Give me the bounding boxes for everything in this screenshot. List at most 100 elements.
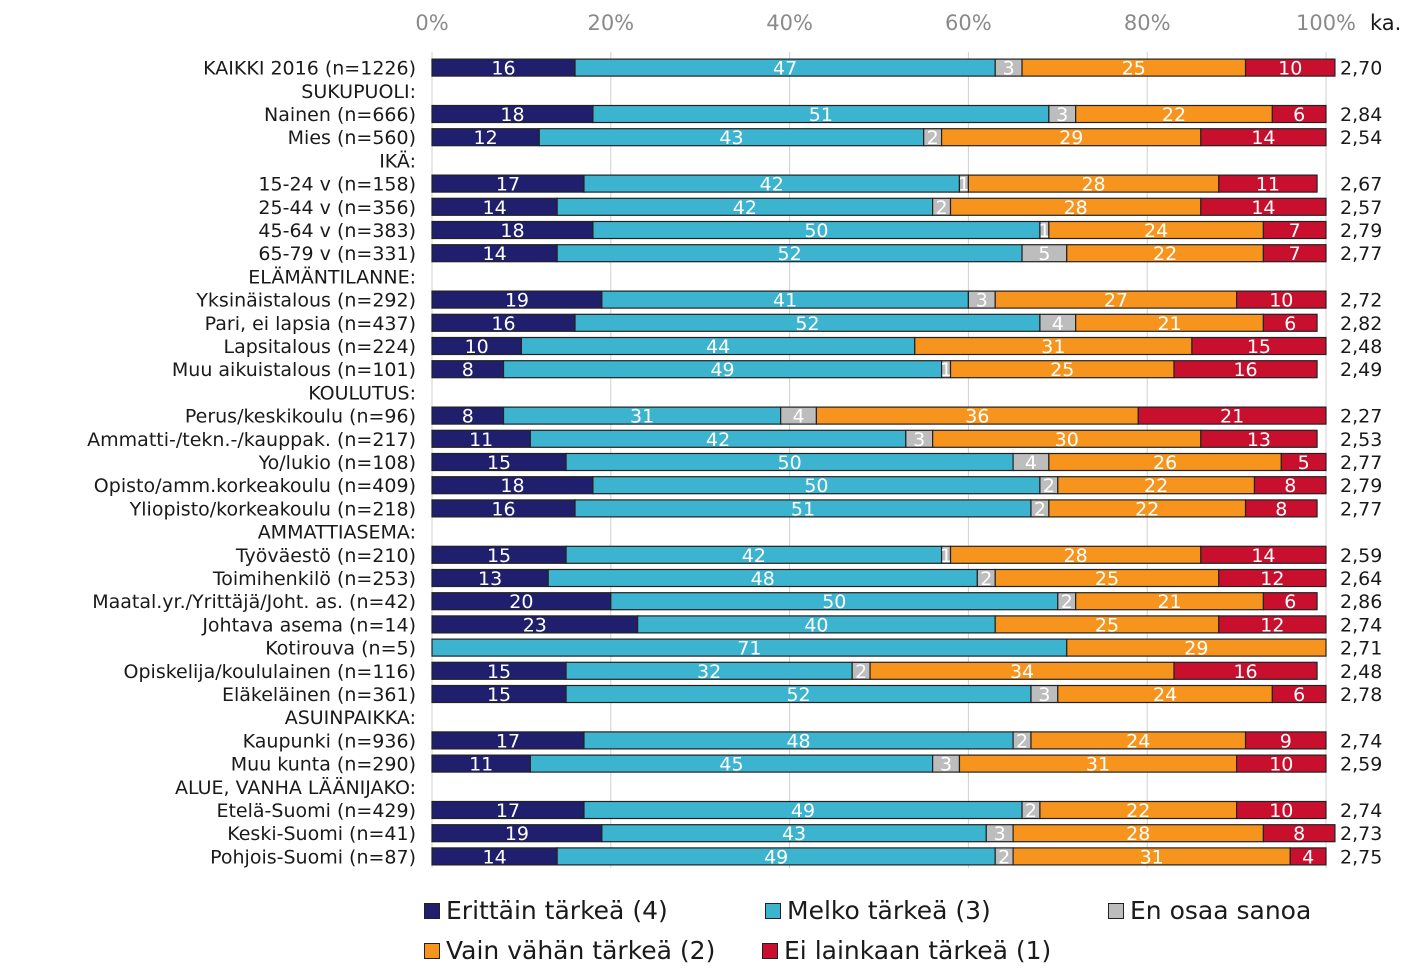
data-label: 51 <box>809 104 833 126</box>
x-tick-label: 60% <box>945 11 992 35</box>
data-label: 1 <box>1038 220 1050 242</box>
bar-segment <box>1271 684 1327 704</box>
data-label: 8 <box>1275 498 1287 520</box>
data-label: 16 <box>1233 359 1257 381</box>
data-label: 24 <box>1144 220 1168 242</box>
data-label: 6 <box>1293 684 1305 706</box>
legend-label: Vain vähän tärkeä (2) <box>446 936 716 965</box>
average-value: 2,84 <box>1340 104 1382 126</box>
category-label: Ammatti-/tekn.-/kauppak. (n=217) <box>87 429 416 451</box>
group-header: KOULUTUS: <box>308 382 416 404</box>
data-label: 40 <box>804 614 828 636</box>
category-label: Yksinäistalous (n=292) <box>195 290 416 312</box>
data-label: 23 <box>523 614 547 636</box>
data-label: 16 <box>491 498 515 520</box>
data-label: 28 <box>1064 197 1088 219</box>
data-label: 42 <box>760 174 784 196</box>
data-label: 45 <box>719 754 743 776</box>
bar-segment <box>1262 313 1318 332</box>
data-label: 22 <box>1126 800 1150 822</box>
average-value: 2,27 <box>1340 406 1382 428</box>
average-value: 2,77 <box>1340 243 1382 265</box>
data-label: 4 <box>792 406 804 428</box>
average-value: 2,59 <box>1340 754 1382 776</box>
data-label: 42 <box>742 545 766 567</box>
average-value: 2,71 <box>1340 638 1382 660</box>
data-label: 14 <box>482 846 506 868</box>
group-header: ELÄMÄNTILANNE: <box>248 265 416 288</box>
average-value: 2,59 <box>1340 545 1382 567</box>
data-label: 15 <box>487 661 511 683</box>
group-header: SUKUPUOLI: <box>301 81 416 103</box>
data-label: 29 <box>1059 127 1083 149</box>
category-label: Mies (n=560) <box>288 127 416 149</box>
data-label: 43 <box>782 823 806 845</box>
data-label: 14 <box>1251 545 1275 567</box>
data-label: 4 <box>1302 846 1314 868</box>
data-label: 6 <box>1284 313 1296 335</box>
data-label: 2 <box>1016 730 1028 752</box>
data-label: 17 <box>496 800 520 822</box>
legend-item-vain-vahan-tarkea: Vain vähän tärkeä (2) <box>424 936 715 965</box>
data-label: 26 <box>1153 452 1177 474</box>
x-tick-label: 40% <box>766 11 813 35</box>
data-label: 30 <box>1055 429 1079 451</box>
category-label: Muu kunta (n=290) <box>231 754 416 776</box>
data-label: 52 <box>786 684 810 706</box>
bar-segment <box>1200 128 1327 147</box>
category-label: Johtava asema (n=14) <box>201 614 416 636</box>
legend-label: En osaa sanoa <box>1130 896 1312 925</box>
data-label: 49 <box>710 359 734 381</box>
data-label: 8 <box>462 359 474 381</box>
data-label: 15 <box>1247 336 1271 358</box>
data-label: 21 <box>1220 406 1244 428</box>
x-tick-label: 20% <box>587 11 634 35</box>
data-label: 2 <box>1043 475 1055 497</box>
data-label: 20 <box>509 591 533 613</box>
category-label: 45-64 v (n=383) <box>258 220 416 242</box>
data-label: 11 <box>469 429 493 451</box>
x-tick-label: 100% <box>1296 11 1356 35</box>
data-label: 41 <box>773 290 797 312</box>
data-label: 10 <box>1269 800 1293 822</box>
data-label: 11 <box>469 754 493 776</box>
data-label: 6 <box>1293 104 1305 126</box>
avg-header: ka. <box>1370 11 1401 35</box>
bar-segment <box>1137 406 1327 425</box>
data-label: 4 <box>1052 313 1064 335</box>
data-label: 31 <box>1140 846 1164 868</box>
data-label: 71 <box>737 638 761 660</box>
data-label: 15 <box>487 452 511 474</box>
data-label: 14 <box>1251 197 1275 219</box>
group-header: AMMATTIASEMA: <box>258 522 416 544</box>
bar-segment <box>1271 104 1327 124</box>
data-label: 27 <box>1104 290 1128 312</box>
category-label: Nainen (n=666) <box>264 104 416 126</box>
legend-label: Erittäin tärkeä (4) <box>446 896 668 925</box>
bar-segment <box>1218 174 1318 193</box>
data-label: 12 <box>1260 568 1284 590</box>
bar-segment <box>1200 545 1327 564</box>
bar-segment <box>1218 615 1327 634</box>
data-label: 18 <box>500 104 524 126</box>
data-label: 4 <box>1025 452 1037 474</box>
data-label: 28 <box>1064 545 1088 567</box>
bar-segment <box>1200 197 1327 216</box>
data-label: 22 <box>1135 498 1159 520</box>
data-label: 3 <box>913 429 925 451</box>
bar-segment <box>1280 452 1327 472</box>
data-label: 3 <box>976 290 988 312</box>
legend-item-melko-tarkea: Melko tärkeä (3) <box>765 896 991 925</box>
category-label: Opiskelija/koululainen (n=116) <box>124 661 416 683</box>
average-value: 2,86 <box>1340 591 1382 613</box>
data-label: 50 <box>804 220 828 242</box>
category-label: 25-44 v (n=356) <box>258 197 416 219</box>
data-label: 42 <box>706 429 730 451</box>
bar-segment <box>1235 290 1327 309</box>
category-label: Maatal.yr./Yrittäjä/Joht. as. (n=42) <box>92 591 416 613</box>
category-label: Perus/keskikoulu (n=96) <box>185 406 416 428</box>
data-label: 10 <box>1269 754 1293 776</box>
category-label: Muu aikuistalous (n=101) <box>172 359 416 381</box>
average-value: 2,79 <box>1340 475 1382 497</box>
category-label: Opisto/amm.korkeakoulu (n=409) <box>94 475 416 497</box>
